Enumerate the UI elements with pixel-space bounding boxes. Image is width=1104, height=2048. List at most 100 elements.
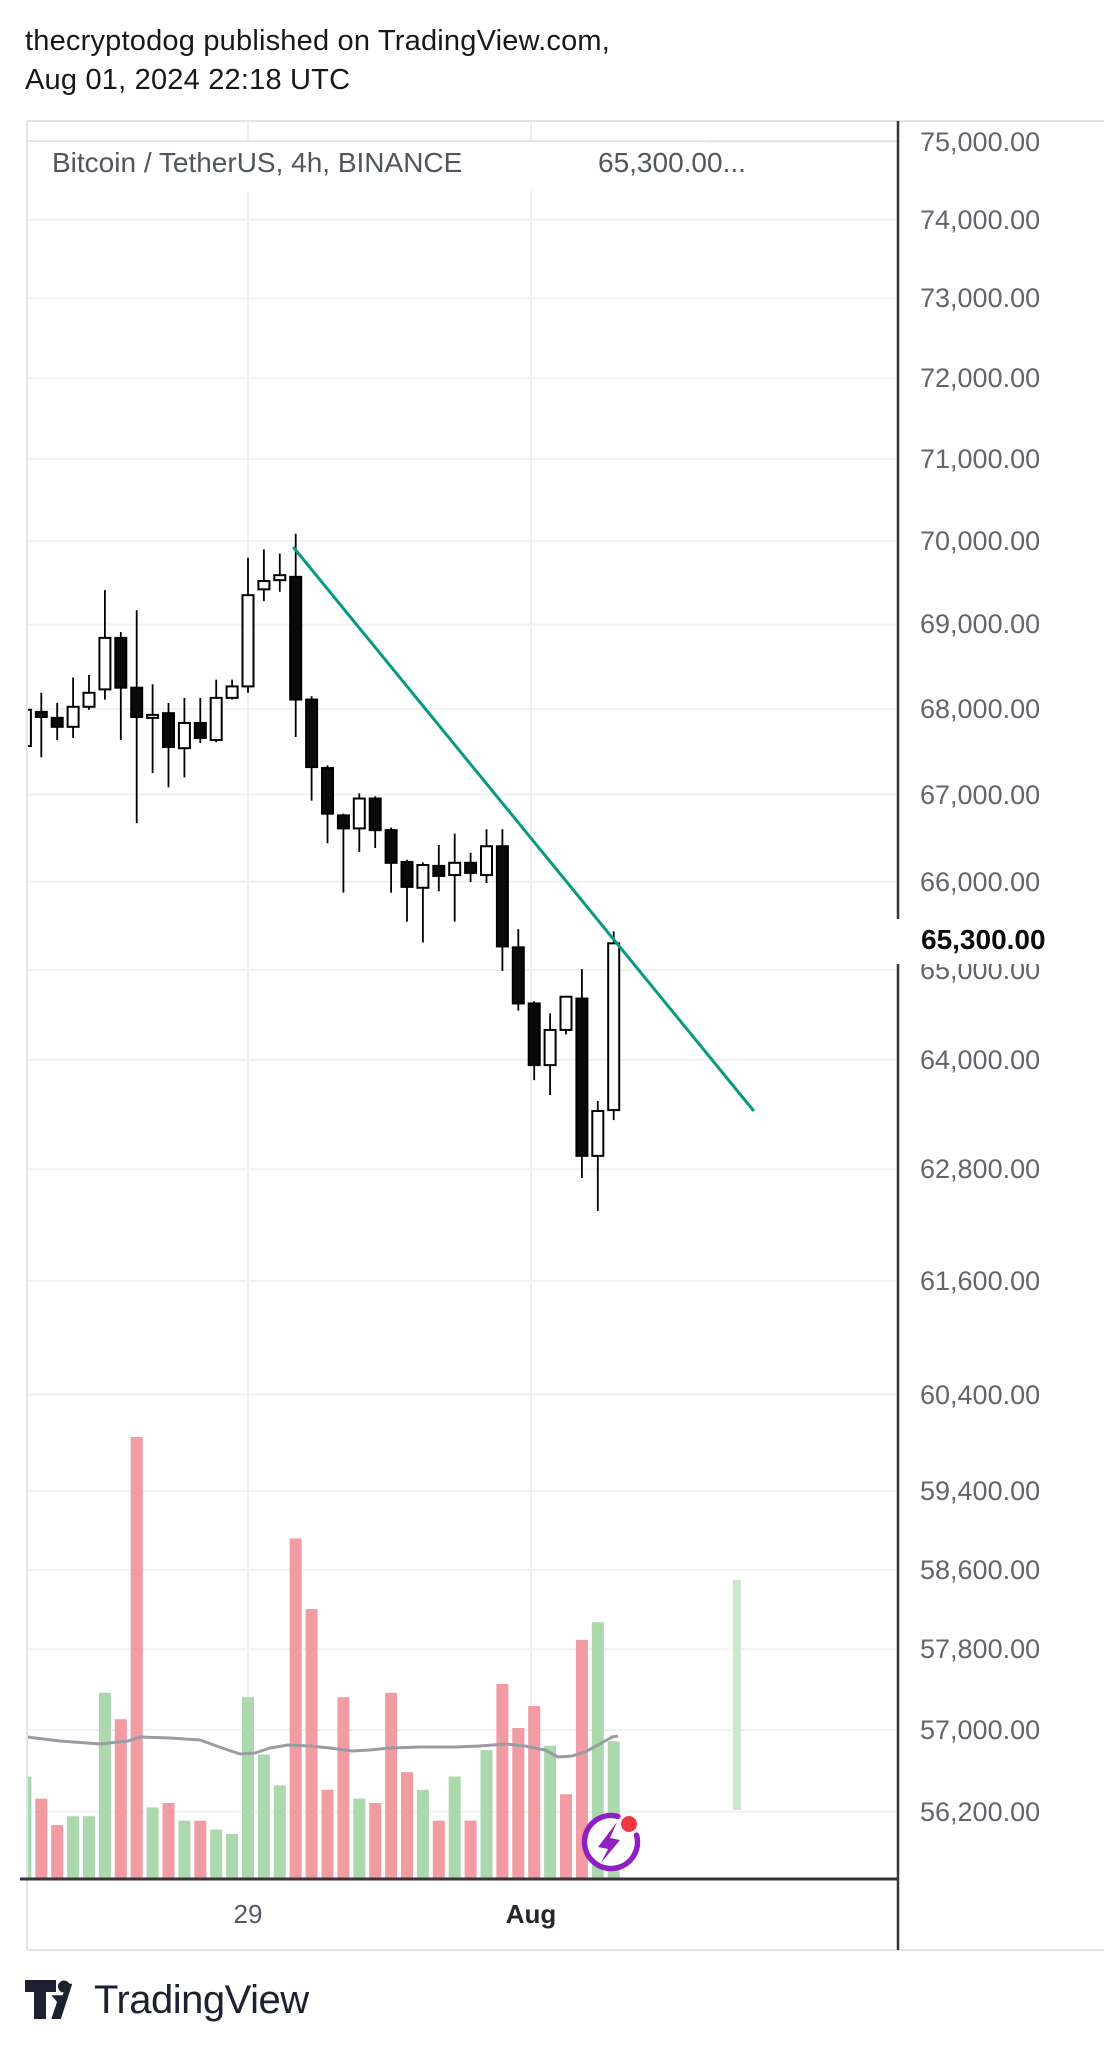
price-scale-label: 68,000.00: [920, 693, 1041, 724]
volume-bar: [464, 1820, 477, 1878]
volume-bar: [512, 1728, 525, 1878]
lightning-bolt-icon: [598, 1822, 620, 1863]
volume-bar: [432, 1820, 445, 1878]
volume-bar: [321, 1789, 334, 1878]
volume-bar: [385, 1692, 398, 1878]
candle-body-down: [321, 766, 334, 815]
price-scale-label: 56,200.00: [920, 1796, 1041, 1827]
price-scale-label: 64,000.00: [920, 1044, 1041, 1075]
price-scale-label: 59,400.00: [920, 1476, 1041, 1507]
volume-bar: [35, 1798, 48, 1878]
trendline[interactable]: [292, 546, 755, 1112]
candle-body-up: [177, 721, 191, 750]
candle-body-down: [432, 864, 446, 877]
candle-body-up: [448, 861, 462, 877]
candle-body-down: [384, 829, 398, 864]
volume-bar: [27, 1776, 32, 1878]
symbol-legend[interactable]: Bitcoin / TetherUS, 4h, BINANCE: [52, 147, 463, 178]
candle-body-up: [27, 708, 32, 748]
notification-dot: [621, 1816, 637, 1832]
volume-bar: [496, 1683, 509, 1878]
volume-bar: [305, 1608, 318, 1878]
volume-bar: [51, 1825, 64, 1878]
candle-body-down: [193, 721, 207, 739]
volume-bar: [178, 1820, 191, 1878]
candle-body-up: [241, 594, 255, 688]
price-scale-label: 75,000.00: [920, 127, 1041, 157]
legend-ohlc-preview: 65,300.00...: [598, 147, 746, 178]
volume-bar: [591, 1622, 604, 1878]
volume-bar: [146, 1807, 159, 1878]
legend-background: [28, 142, 708, 191]
price-scale-label: 66,000.00: [920, 866, 1041, 897]
last-price-label-box: [899, 919, 1103, 964]
candlestick-series: [27, 533, 621, 1211]
volume-bar: [210, 1829, 223, 1878]
volume-bar: [401, 1772, 413, 1878]
candle-body-down: [575, 997, 589, 1157]
tradingview-logo-text: TradingView: [94, 1977, 309, 2022]
badge-ring: [581, 1812, 641, 1872]
candle-body-down: [495, 845, 509, 948]
price-scale-label: 58,600.00: [920, 1554, 1041, 1585]
candle-body-down: [400, 860, 414, 888]
attribution-line2: Aug 01, 2024 22:18 UTC: [25, 64, 351, 96]
price-scale-label: 57,800.00: [920, 1634, 1041, 1665]
time-scale-label: Aug: [505, 1899, 557, 1929]
candle-body-down: [289, 575, 303, 701]
candle-body-up: [416, 864, 430, 889]
candle-body-down: [50, 716, 64, 728]
volume-ma-line: [27, 1734, 619, 1759]
candle-body-down: [511, 946, 525, 1005]
candle-body-up: [98, 636, 112, 691]
ghost-volume-strip: [733, 1580, 741, 1810]
price-scale-label: 72,000.00: [920, 363, 1041, 394]
volume-bar: [528, 1706, 541, 1878]
candle-body-down: [130, 686, 144, 719]
volume-bar: [480, 1750, 493, 1878]
volume-bar: [544, 1745, 557, 1878]
price-scale-label: 74,000.00: [920, 204, 1041, 235]
volume-bar: [575, 1639, 588, 1878]
candle-body-down: [368, 797, 382, 832]
volume-bar: [337, 1697, 350, 1878]
candle-body-up: [591, 1109, 605, 1157]
candle-body-up: [146, 713, 160, 719]
volume-bar: [242, 1697, 254, 1878]
price-scale-label: 67,000.00: [920, 779, 1041, 810]
candle-body-down: [34, 710, 48, 719]
candle-body-up: [82, 691, 96, 708]
volume-bar: [353, 1798, 366, 1878]
candle-body-up: [559, 995, 573, 1031]
price-scale-label: 57,000.00: [920, 1714, 1041, 1745]
candle-body-up: [543, 1028, 557, 1067]
candle-body-up: [209, 696, 223, 742]
price-scale-label: 69,000.00: [920, 609, 1041, 640]
volume-histogram: [27, 1437, 620, 1878]
candle-body-up: [225, 685, 239, 699]
candle-body-up: [66, 705, 80, 728]
volume-bar: [289, 1538, 302, 1878]
lightning-badge[interactable]: [581, 1812, 641, 1872]
last-price-label: 65,300.00: [921, 924, 1046, 955]
volume-bar: [369, 1803, 382, 1878]
volume-bar: [114, 1719, 127, 1878]
volume-bar: [98, 1692, 111, 1878]
volume-bar: [560, 1794, 572, 1878]
volume-bar: [67, 1816, 80, 1878]
attribution-header: thecryptodog published on TradingView.co…: [25, 22, 610, 100]
volume-bar: [194, 1820, 207, 1878]
candle-body-up: [273, 574, 287, 582]
candle-body-up: [257, 580, 271, 591]
volume-bar: [130, 1437, 143, 1878]
volume-bar: [226, 1833, 239, 1878]
candle-body-down: [336, 814, 350, 830]
attribution-line1: thecryptodog published on TradingView.co…: [25, 25, 611, 57]
tradingview-logo[interactable]: TradingView: [24, 1974, 309, 2026]
candle-body-down: [114, 636, 128, 689]
price-scale-label: 71,000.00: [920, 444, 1041, 475]
time-scale-label: 29: [233, 1899, 263, 1929]
candle-body-up: [480, 845, 493, 877]
tradingview-logo-icon: [25, 1980, 73, 2019]
